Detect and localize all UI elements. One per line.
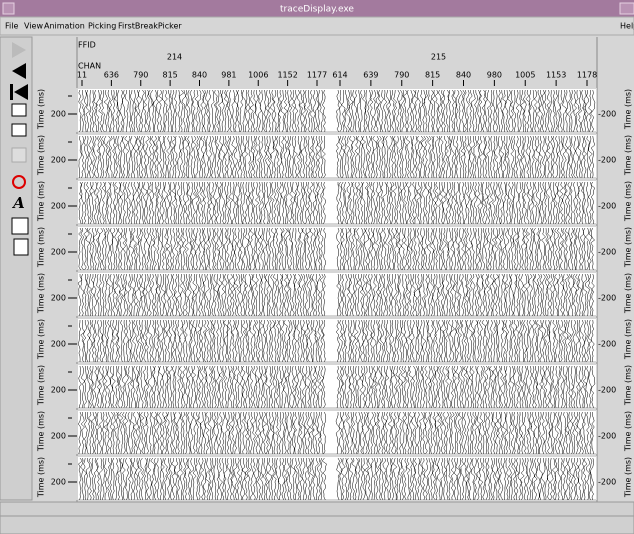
channel-label: 790 bbox=[133, 71, 148, 80]
menu-item[interactable]: Animation bbox=[44, 22, 85, 31]
zoom-button[interactable] bbox=[12, 104, 26, 116]
channel-label: 840 bbox=[192, 71, 207, 80]
ffid-label: FFID bbox=[78, 41, 96, 50]
right-axis-label: Time (ms) bbox=[624, 411, 633, 452]
channel-label: 981 bbox=[221, 71, 236, 80]
channel-label: 614 bbox=[332, 71, 347, 80]
y-tick-label: 200 bbox=[51, 340, 66, 349]
right-tick-label: -200 bbox=[598, 248, 616, 257]
plot-area bbox=[78, 135, 596, 177]
y-tick-label: 200 bbox=[51, 248, 66, 257]
y-tick-label: 200 bbox=[51, 156, 66, 165]
right-axis-label: Time (ms) bbox=[624, 457, 633, 498]
right-tick-label: -200 bbox=[598, 110, 616, 119]
right-axis-label: Time (ms) bbox=[624, 89, 633, 130]
right-axis-label: Time (ms) bbox=[624, 319, 633, 360]
y-axis-label: Time (ms) bbox=[37, 89, 46, 130]
ffid-value: 214 bbox=[167, 53, 182, 62]
header-area bbox=[34, 37, 634, 88]
menu-item[interactable]: File bbox=[5, 22, 18, 31]
right-axis-label: Time (ms) bbox=[624, 181, 633, 222]
right-tick-label: -200 bbox=[598, 156, 616, 165]
channel-label: 636 bbox=[104, 71, 119, 80]
y-axis-label: Time (ms) bbox=[37, 273, 46, 314]
channel-label: 1152 bbox=[277, 71, 297, 80]
right-axis-label: Time (ms) bbox=[624, 365, 633, 406]
channel-label: 639 bbox=[363, 71, 378, 80]
window-title: traceDisplay.exe bbox=[280, 5, 354, 15]
channel-label: 1006 bbox=[248, 71, 268, 80]
disabled-button[interactable] bbox=[12, 148, 26, 162]
y-axis-label: Time (ms) bbox=[37, 365, 46, 406]
channel-label: 1177 bbox=[307, 71, 327, 80]
menu-item[interactable]: FirstBreakPicker bbox=[118, 22, 182, 31]
right-tick-label: -200 bbox=[598, 386, 616, 395]
y-tick-label: 200 bbox=[51, 110, 66, 119]
channel-label: 1005 bbox=[515, 71, 535, 80]
channel-label: 1153 bbox=[546, 71, 566, 80]
right-axis-label: Time (ms) bbox=[624, 135, 633, 176]
y-tick-label: 200 bbox=[51, 294, 66, 303]
menu-item[interactable]: View bbox=[24, 22, 43, 31]
y-axis-label: Time (ms) bbox=[37, 457, 46, 498]
right-tick-label: -200 bbox=[598, 432, 616, 441]
y-tick-label: 200 bbox=[51, 386, 66, 395]
right-tick-label: -200 bbox=[598, 202, 616, 211]
right-tick-label: -200 bbox=[598, 294, 616, 303]
y-axis-label: Time (ms) bbox=[37, 135, 46, 176]
document-button[interactable] bbox=[14, 239, 28, 255]
menu-item[interactable]: Picking bbox=[88, 22, 116, 31]
right-tick-label: -200 bbox=[598, 340, 616, 349]
status-bar bbox=[0, 502, 634, 516]
stack-button[interactable] bbox=[12, 124, 26, 136]
right-axis-label: Time (ms) bbox=[624, 273, 633, 314]
channel-label: 11 bbox=[77, 71, 87, 80]
menu-item[interactable]: Help bbox=[620, 22, 634, 31]
window-control[interactable] bbox=[620, 3, 634, 14]
y-tick-label: 200 bbox=[51, 432, 66, 441]
window-menu-button[interactable] bbox=[3, 3, 14, 14]
y-tick-label: 200 bbox=[51, 202, 66, 211]
y-axis-label: Time (ms) bbox=[37, 227, 46, 268]
chan-label: CHAN bbox=[78, 62, 101, 71]
y-axis-label: Time (ms) bbox=[37, 411, 46, 452]
y-axis-label: Time (ms) bbox=[37, 319, 46, 360]
ffid-value: 215 bbox=[431, 53, 446, 62]
channel-label: 1178 bbox=[577, 71, 597, 80]
y-tick-label: 200 bbox=[51, 478, 66, 487]
channel-label: 980 bbox=[487, 71, 502, 80]
y-axis-label: Time (ms) bbox=[37, 181, 46, 222]
right-tick-label: -200 bbox=[598, 478, 616, 487]
channel-label: 815 bbox=[425, 71, 440, 80]
status-bar bbox=[0, 516, 634, 534]
channel-label: 790 bbox=[394, 71, 409, 80]
text-tool-icon[interactable]: A bbox=[11, 194, 25, 212]
channel-label: 840 bbox=[456, 71, 471, 80]
first-button-bar bbox=[10, 84, 13, 100]
right-axis-label: Time (ms) bbox=[624, 227, 633, 268]
derivative-button[interactable] bbox=[12, 218, 28, 234]
application-window: traceDisplay.exe A File ViewAnimationPick… bbox=[0, 0, 634, 534]
channel-label: 815 bbox=[162, 71, 177, 80]
